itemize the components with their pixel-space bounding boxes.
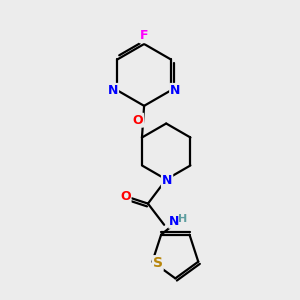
Text: S: S (153, 256, 163, 270)
Text: F: F (140, 29, 148, 42)
Text: N: N (108, 84, 118, 97)
Text: O: O (120, 190, 130, 203)
Text: O: O (132, 114, 143, 127)
Text: N: N (169, 215, 180, 228)
Text: N: N (170, 84, 181, 97)
Text: N: N (162, 174, 172, 188)
Text: H: H (178, 214, 187, 224)
